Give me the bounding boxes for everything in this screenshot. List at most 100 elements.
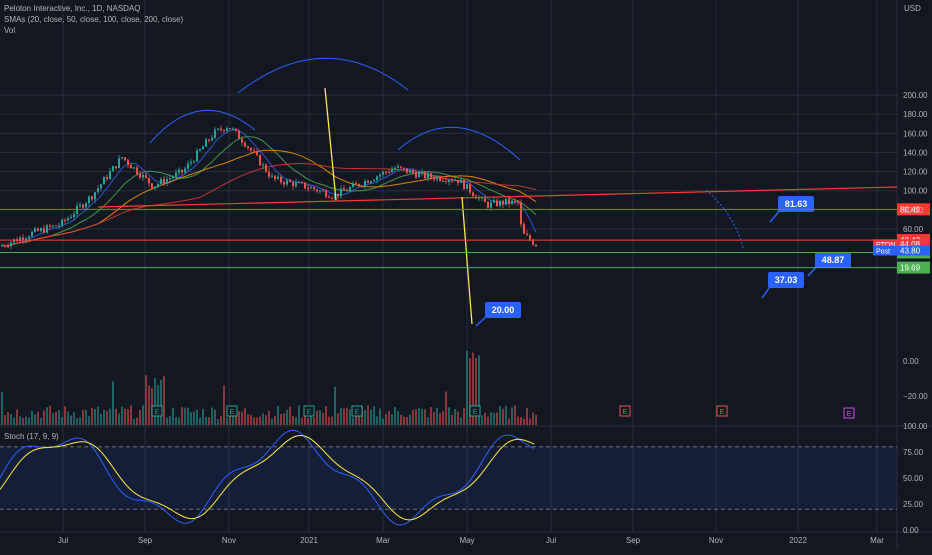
candle-body-87 <box>262 164 264 166</box>
volume-bar-21 <box>64 406 66 425</box>
candle-body-145 <box>436 176 438 180</box>
volume-bar-150 <box>451 414 453 425</box>
currency-label[interactable]: USD <box>904 4 921 13</box>
price-tag-name-bg-1 <box>873 245 897 256</box>
candle-body-169 <box>508 198 510 204</box>
candle-body-177 <box>532 240 534 245</box>
volume-bar-167 <box>502 408 504 425</box>
volume-bar-30 <box>91 407 93 425</box>
candle-body-170 <box>511 200 513 204</box>
candle-body-109 <box>328 196 330 198</box>
candle-body-98 <box>295 182 297 187</box>
candle-body-71 <box>214 129 216 138</box>
candle-body-151 <box>454 179 456 181</box>
volume-bar-115 <box>346 407 348 425</box>
volume-bar-45 <box>136 417 138 425</box>
candle-body-129 <box>388 172 390 174</box>
candle-layer <box>1 125 537 250</box>
earnings-marker-box-2 <box>303 405 315 417</box>
candle-body-76 <box>229 128 231 130</box>
projection-arc <box>705 189 744 249</box>
volume-tick-1: −20.00 <box>903 392 928 401</box>
stoch-legend: Stoch (17, 9, 9) <box>4 432 59 441</box>
candle-body-141 <box>424 171 426 179</box>
volume-bar-160 <box>481 415 483 425</box>
volume-legend: Vol <box>4 26 16 35</box>
volume-bar-36 <box>109 408 111 425</box>
volume-bar-89 <box>268 410 270 425</box>
candle-body-143 <box>430 173 432 178</box>
candle-body-154 <box>463 179 465 189</box>
candle-body-132 <box>397 166 399 168</box>
candle-body-127 <box>382 171 384 175</box>
candle-body-121 <box>364 180 366 186</box>
price-tag-name-bg-0 <box>873 239 897 250</box>
candle-body-59 <box>178 169 180 173</box>
candle-body-44 <box>133 167 135 169</box>
volume-bar-177 <box>532 412 534 425</box>
earnings-marker-label-2: E <box>307 409 312 416</box>
candle-body-68 <box>205 139 207 147</box>
volume-bar-148 <box>445 391 447 425</box>
volume-bar-58 <box>175 417 177 425</box>
candle-body-80 <box>241 138 243 143</box>
candle-body-93 <box>280 176 282 183</box>
volume-tick-0: 0.00 <box>903 357 919 366</box>
volume-bar-133 <box>400 414 402 425</box>
volume-bar-125 <box>376 416 378 425</box>
volume-bar-71 <box>214 409 216 425</box>
time-tick-5: May <box>459 536 474 545</box>
volume-bar-13 <box>40 417 42 425</box>
candle-body-105 <box>316 189 318 192</box>
candle-body-1 <box>4 245 6 247</box>
volume-bar-41 <box>124 408 126 425</box>
volume-bar-119 <box>358 415 360 425</box>
volume-bar-10 <box>31 410 33 425</box>
candle-body-27 <box>82 204 84 208</box>
annotation-layer[interactable]: 81.63 48.87 37.03 20.00 <box>97 57 898 327</box>
volume-bar-110 <box>331 416 333 425</box>
callout-label-0: 81.63 <box>785 199 808 209</box>
price-tick-3: 140.00 <box>903 148 928 157</box>
earnings-marker-box-6 <box>716 405 728 417</box>
volume-bar-46 <box>139 410 141 425</box>
volume-bar-6 <box>19 416 21 425</box>
candle-body-79 <box>238 130 240 139</box>
volume-bar-165 <box>496 412 498 425</box>
callout-box-1 <box>815 252 851 268</box>
candle-body-113 <box>340 188 342 197</box>
candle-body-49 <box>148 177 150 184</box>
volume-bar-178 <box>535 414 537 425</box>
earnings-marker-label-1: E <box>230 409 235 416</box>
volume-bar-131 <box>394 406 396 425</box>
candle-body-125 <box>376 176 378 181</box>
time-tick-7: Sep <box>626 536 641 545</box>
candle-body-120 <box>361 185 363 187</box>
candle-body-173 <box>520 202 522 225</box>
volume-bar-96 <box>289 406 291 425</box>
candle-body-112 <box>337 193 339 197</box>
price-tag-name-1: Post <box>876 249 890 256</box>
candle-body-52 <box>157 183 159 187</box>
earnings-marker-box-5 <box>619 405 631 417</box>
candle-body-8 <box>25 238 27 241</box>
candle-body-116 <box>349 187 351 191</box>
candle-body-175 <box>526 233 528 236</box>
volume-bar-26 <box>79 417 81 425</box>
volume-bar-25 <box>76 418 78 425</box>
volume-bar-84 <box>253 417 255 425</box>
volume-bar-93 <box>280 414 282 425</box>
volume-bar-102 <box>307 418 309 425</box>
candle-body-137 <box>412 170 414 173</box>
candle-body-144 <box>433 177 435 180</box>
volume-bar-154 <box>463 408 465 425</box>
earnings-marker-label-6: E <box>720 409 725 416</box>
volume-bar-139 <box>418 408 420 425</box>
earnings-marker-label-3: E <box>355 409 360 416</box>
volume-bar-73 <box>220 416 222 425</box>
volume-bar-136 <box>409 414 411 425</box>
earnings-marker-box-1 <box>226 405 238 417</box>
left-shoulder-arc <box>149 109 256 144</box>
volume-bar-98 <box>295 416 297 425</box>
